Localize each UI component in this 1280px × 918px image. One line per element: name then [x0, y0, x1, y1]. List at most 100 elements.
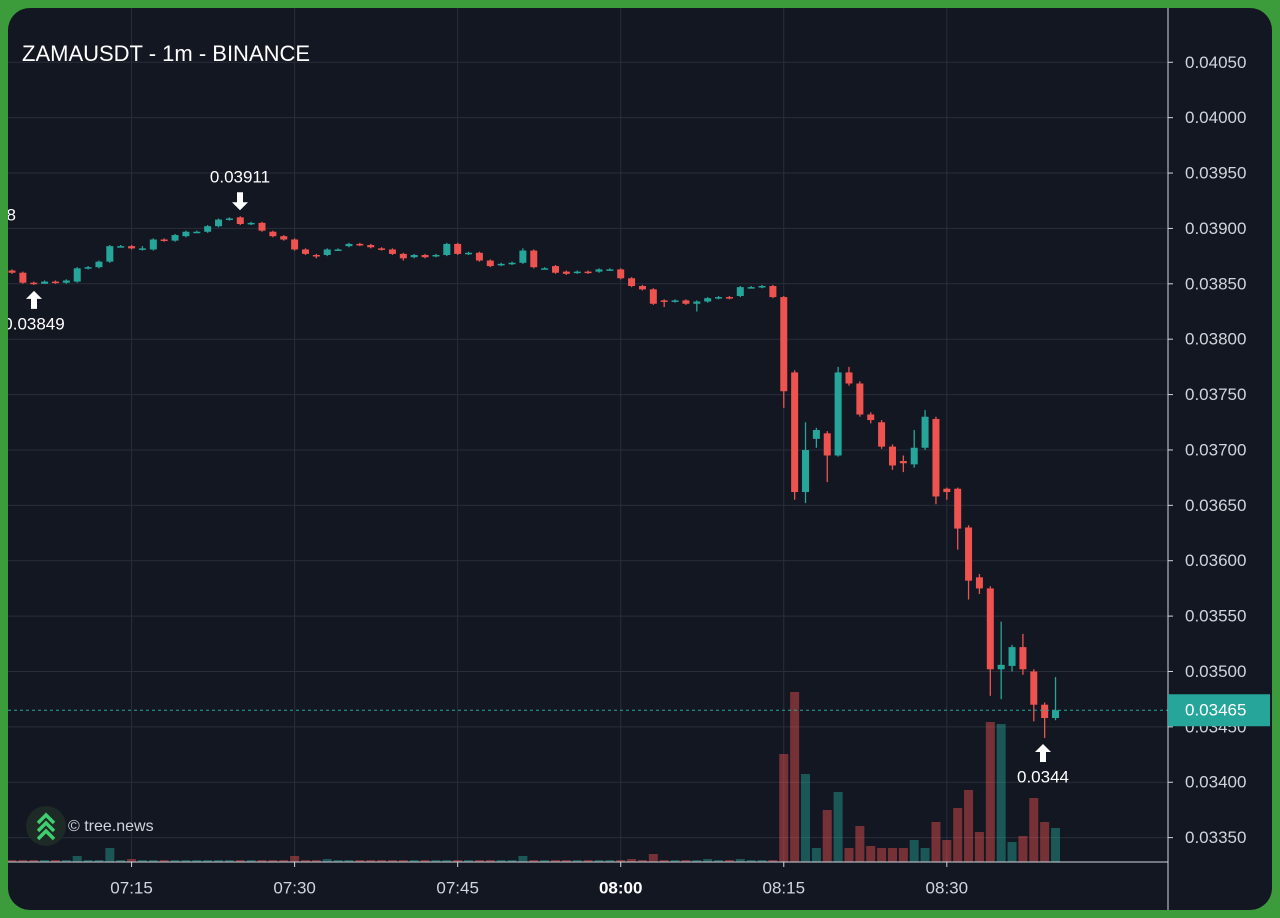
volume-bar [18, 860, 28, 862]
volume-bar [279, 860, 289, 862]
volume-bar [398, 860, 408, 862]
volume-bar [61, 860, 71, 862]
x-tick-label: 07:45 [436, 878, 479, 897]
candle-body [497, 263, 505, 266]
volume-bar [8, 860, 17, 862]
volume-bar [996, 724, 1006, 862]
candle-body [802, 449, 810, 493]
candle-body [291, 239, 299, 250]
candle-body [693, 301, 701, 304]
volume-bar [507, 860, 517, 862]
candle-body [51, 281, 59, 284]
volume-bar [942, 840, 952, 862]
candle-body [41, 281, 49, 284]
y-tick-label: 0.03500 [1185, 662, 1246, 681]
candle-body [443, 243, 451, 256]
volume-bar [833, 792, 843, 862]
volume-bar [572, 860, 582, 862]
volume-bar [148, 860, 158, 862]
volume-bar [594, 860, 604, 862]
candle-body [1030, 671, 1038, 705]
volume-bar [1029, 798, 1039, 862]
candle-body [965, 527, 973, 581]
candle-body [1008, 647, 1016, 666]
candle-body [475, 252, 483, 261]
y-tick-label: 0.03600 [1185, 551, 1246, 570]
volume-bar [681, 860, 691, 862]
volume-bar [268, 860, 278, 862]
candle-body [106, 246, 114, 262]
candle-body [454, 243, 462, 254]
y-tick-label: 0.03650 [1185, 496, 1246, 515]
volume-bar [137, 860, 147, 862]
volume-bar [887, 848, 897, 862]
candle-body [30, 282, 38, 285]
candle-body [758, 286, 766, 288]
volume-bar [746, 860, 756, 862]
volume-bar [540, 860, 550, 862]
candle-body [312, 255, 320, 257]
volume-bar [496, 860, 506, 862]
candle-body [334, 249, 342, 251]
y-tick-label: 0.03350 [1185, 828, 1246, 847]
candle-body [95, 261, 103, 268]
volume-bar [159, 860, 169, 862]
logo-circle [26, 806, 66, 846]
volume-bar [431, 860, 441, 862]
volume-bar [605, 860, 615, 862]
candle-body [856, 383, 864, 415]
candle-body [584, 271, 592, 274]
x-tick-label: 07:15 [110, 878, 153, 897]
watermark: © tree.news [68, 818, 154, 835]
candle-body [356, 243, 364, 246]
volume-bar [909, 840, 919, 862]
candle-body [1052, 710, 1060, 719]
candle-body [399, 253, 407, 259]
candle-body [932, 418, 940, 497]
volume-bar [692, 860, 702, 862]
y-tick-label: 0.03400 [1185, 773, 1246, 792]
candle-body [323, 249, 331, 256]
candle-body [986, 588, 994, 670]
candle-body [258, 222, 266, 231]
high-marker-arrow [232, 192, 248, 211]
last-price-tag [1168, 694, 1270, 727]
volume-bar [72, 856, 82, 862]
candle-body [149, 239, 157, 250]
candle-body [834, 372, 842, 456]
volume-bar [311, 860, 321, 862]
candle-body [117, 246, 125, 248]
last-price-label: 0.03465 [1185, 701, 1246, 720]
candles [8, 216, 1060, 738]
volume [8, 692, 1061, 862]
volume-bar [224, 860, 234, 862]
volume-bar [920, 848, 930, 862]
volume-bar [518, 856, 528, 862]
volume-bar [333, 860, 343, 862]
volume-bar [40, 860, 50, 862]
volume-bar [170, 860, 180, 862]
volume-bar [203, 860, 213, 862]
axes: 0.033500.034000.034500.035000.035500.036… [110, 53, 1246, 898]
volume-bar [29, 860, 39, 862]
low-marker-arrow [1035, 743, 1051, 762]
candle-body [19, 272, 27, 283]
volume-bar [453, 860, 463, 862]
volume-bar [822, 810, 832, 862]
volume-bar [94, 860, 104, 862]
volume-bar [485, 860, 495, 862]
candle-body [954, 488, 962, 529]
volume-bar [235, 860, 245, 862]
y-tick-label: 0.03850 [1185, 274, 1246, 293]
candle-body [780, 297, 788, 392]
candle-body [823, 433, 831, 456]
volume-bar [464, 860, 474, 862]
volume-bar [583, 860, 593, 862]
low-marker-arrow [26, 290, 42, 309]
volume-bar [366, 860, 376, 862]
volume-bar [703, 859, 713, 862]
candle-body [725, 297, 733, 299]
y-tick-label: 0.03700 [1185, 440, 1246, 459]
volume-bar [1018, 836, 1028, 862]
volume-bar [670, 860, 680, 862]
